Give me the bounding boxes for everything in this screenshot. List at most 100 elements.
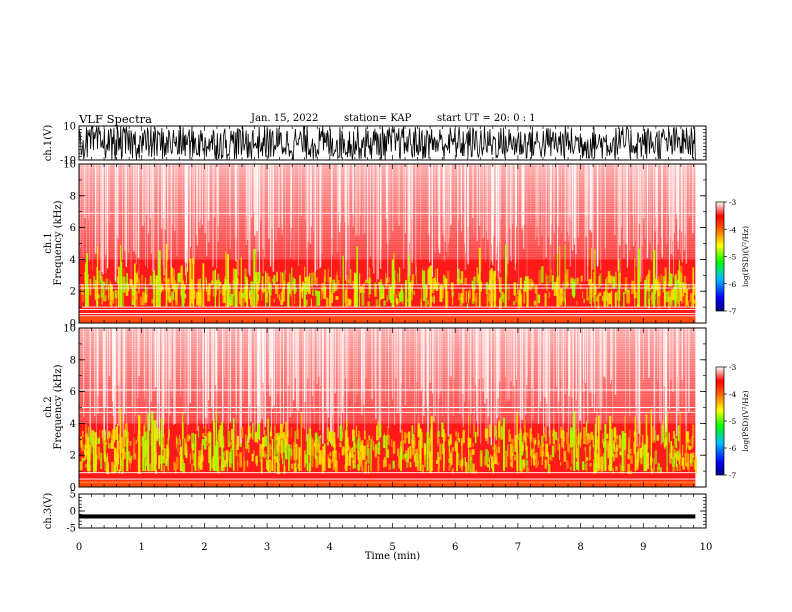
spectrogram-striation <box>571 164 573 213</box>
spectrogram-emission <box>589 289 591 304</box>
spectrogram-emission <box>610 282 612 298</box>
spectrogram-striation <box>277 328 279 395</box>
spectrogram-emission <box>275 433 278 440</box>
spectrogram-emission <box>155 469 158 474</box>
colorbar-tick-label: -7 <box>729 307 737 316</box>
spectrogram-emission <box>83 284 85 302</box>
spectrogram-striation <box>543 164 545 261</box>
spectrogram-emission <box>533 300 537 306</box>
spectrogram-emission <box>161 455 165 464</box>
spectrogram-emission <box>100 280 104 298</box>
spectrogram-emission <box>239 442 242 447</box>
spectrogram-striation <box>208 328 210 401</box>
spectrogram-emission <box>426 300 430 305</box>
spectrogram-emission <box>580 275 583 282</box>
spectrogram-emission <box>362 466 364 472</box>
spectrogram-emission <box>600 447 602 457</box>
spectrogram-emission <box>546 275 548 292</box>
spectrogram-striation <box>493 164 495 213</box>
spectrogram-emission <box>338 279 340 285</box>
spectrogram-emission <box>477 427 479 437</box>
spectrogram-emission <box>605 291 608 302</box>
spectrogram-emission <box>615 466 618 471</box>
spectrogram-emission <box>676 453 678 467</box>
spectrogram-emission <box>139 296 142 306</box>
spectrogram-emission <box>451 290 454 305</box>
spectrogram-striation <box>548 328 551 437</box>
spectrogram-emission <box>232 268 236 284</box>
spectrogram-striation <box>150 328 153 402</box>
spectrogram-emission <box>549 455 551 461</box>
spectrogram-emission <box>355 425 358 437</box>
spectrogram-striation <box>200 164 201 220</box>
spectrogram-emission <box>554 431 558 441</box>
spectrogram-emission <box>330 459 333 464</box>
spectrogram-emission <box>108 443 111 449</box>
spectrogram-emission <box>576 461 579 470</box>
spectrogram-gradient-band <box>79 347 696 351</box>
spectrogram-striation <box>544 328 546 398</box>
spectrogram-emission <box>262 437 265 448</box>
spectrogram-striation <box>119 328 120 381</box>
spectrogram-striation <box>565 328 566 395</box>
spectrogram-emission <box>222 284 226 296</box>
spectrogram-emission <box>357 451 360 460</box>
spectrogram-striation <box>313 328 315 425</box>
spectrogram-emission <box>375 443 379 449</box>
spectrogram-striation <box>512 328 514 410</box>
spectrogram-emission <box>672 431 675 439</box>
spectrogram-emission <box>266 459 267 470</box>
spectrogram-emission <box>481 452 482 465</box>
spectrogram-striation <box>167 164 168 219</box>
spectrogram-striation <box>89 328 91 442</box>
spectrogram-striation <box>443 164 446 231</box>
spectrogram-sferic <box>591 247 592 308</box>
spectrogram-sferic <box>634 416 636 472</box>
spectrogram-emission <box>526 432 529 437</box>
spectrogram-emission <box>530 448 532 466</box>
spectrogram-emission <box>327 427 329 445</box>
spectrogram-emission <box>292 277 295 285</box>
spectrogram-emission <box>535 452 538 468</box>
spectrogram-emission <box>462 287 465 304</box>
spectrogram-emission <box>552 429 556 444</box>
spectrogram-striation <box>566 164 568 232</box>
spectrogram-emission <box>495 444 497 451</box>
spectrogram-striation <box>491 164 492 245</box>
spectrogram-emission <box>552 433 555 437</box>
spectrogram-striation <box>235 328 237 447</box>
spectrogram-striation <box>216 164 218 269</box>
spectrogram-emission <box>223 460 227 467</box>
spectrogram-emission <box>353 464 356 469</box>
spectrogram-sferic <box>456 443 458 472</box>
spectrogram-striation <box>216 328 217 389</box>
spectrogram-striation <box>408 164 410 283</box>
spectrogram-emission <box>541 451 543 466</box>
spectrogram-emission <box>245 434 247 449</box>
spectrogram-emission <box>677 455 679 461</box>
spectrogram-striation <box>610 328 611 384</box>
spectrogram-emission <box>126 273 128 288</box>
spectrogram-striation <box>433 328 435 422</box>
spectrogram-emission <box>476 267 479 284</box>
spectrogram-emission <box>661 425 664 443</box>
spectrogram-emission <box>222 463 226 472</box>
spectrogram-emission <box>584 463 587 470</box>
spectrogram-sferic <box>179 446 182 472</box>
spectrogram-emission <box>387 449 389 458</box>
spectrogram-striation <box>338 328 340 417</box>
spectrogram-striation <box>677 328 679 416</box>
y-tick-label: -5 <box>66 524 76 535</box>
spectrogram-striation <box>521 328 524 420</box>
spectrogram-sferic <box>86 437 90 472</box>
spectrogram-striation <box>467 328 470 401</box>
spectrogram-striation <box>105 328 106 408</box>
spectrogram-emission <box>261 286 263 301</box>
spectrogram-emission <box>582 461 585 471</box>
spectrogram-emission <box>207 292 210 302</box>
spectrogram-striation <box>375 328 377 420</box>
spectrogram-emission <box>692 453 694 463</box>
spectrogram-striation <box>646 164 648 214</box>
spectrogram-emission <box>249 291 251 299</box>
spectrogram-emission <box>616 450 618 459</box>
